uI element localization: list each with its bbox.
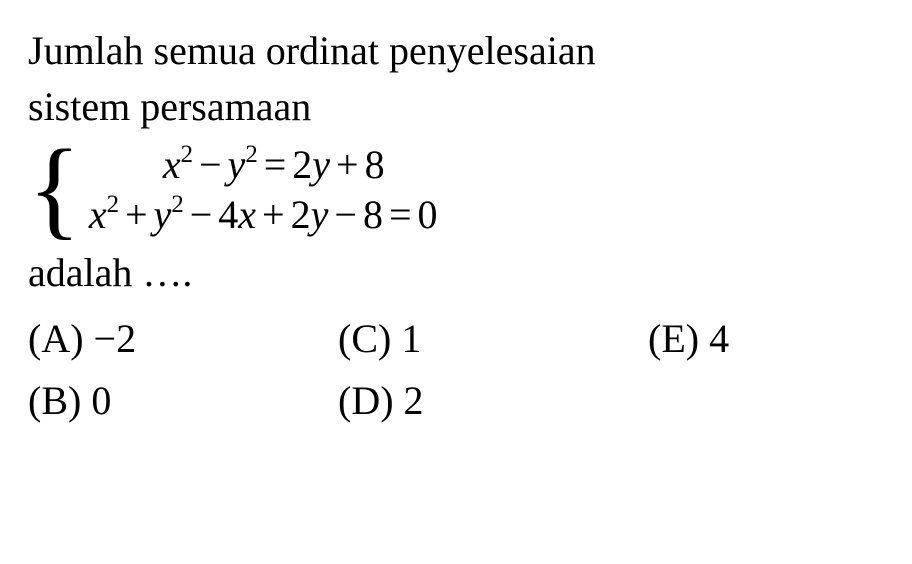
eq1-term3-coef: 2: [292, 142, 312, 187]
eq1-term1-var: x: [163, 142, 181, 187]
option-a-value: −2: [94, 316, 137, 361]
eq2-op4: −: [328, 192, 363, 237]
equation-2: x2+y2−4x+2y−8=0: [89, 190, 438, 240]
eq2-term4-var: y: [311, 192, 329, 237]
option-b-value: 0: [91, 378, 111, 423]
option-e: (E) 4: [648, 312, 884, 366]
option-c-value: 1: [401, 316, 421, 361]
question-adalah: adalah ….: [28, 246, 884, 300]
eq2-term2-exp: 2: [171, 191, 183, 218]
eq1-op1: −: [193, 142, 228, 187]
eq2-eq: =: [383, 192, 418, 237]
left-brace: {: [28, 139, 81, 238]
eq2-rhs: 0: [418, 192, 438, 237]
option-b: (B) 0: [28, 374, 338, 428]
eq2-term1-var: x: [89, 192, 107, 237]
eq2-term3-var: x: [238, 192, 256, 237]
option-e-value: 4: [709, 316, 729, 361]
equations-container: x2−y2=2y+8 x2+y2−4x+2y−8=0: [89, 140, 438, 240]
eq2-op2: −: [184, 192, 219, 237]
option-d: (D) 2: [338, 374, 648, 428]
eq1-term3-var: y: [312, 142, 330, 187]
eq1-term2-exp: 2: [245, 141, 257, 168]
equation-1: x2−y2=2y+8: [89, 140, 438, 190]
option-d-label: (D): [338, 378, 404, 423]
eq1-term4: 8: [365, 142, 385, 187]
option-c-label: (C): [338, 316, 401, 361]
option-e-label: (E): [648, 316, 709, 361]
option-d-value: 2: [404, 378, 424, 423]
eq2-term5: 8: [363, 192, 383, 237]
option-b-label: (B): [28, 378, 91, 423]
eq1-eq: =: [258, 142, 293, 187]
eq2-term1-exp: 2: [107, 191, 119, 218]
options-grid: (A) −2 (C) 1 (E) 4 (B) 0 (D) 2: [28, 312, 884, 428]
option-a-label: (A): [28, 316, 94, 361]
option-c: (C) 1: [338, 312, 648, 366]
equation-system: { x2−y2=2y+8 x2+y2−4x+2y−8=0: [28, 140, 884, 240]
eq2-op1: +: [119, 192, 154, 237]
eq1-term2-var: y: [228, 142, 246, 187]
eq2-term3-coef: 4: [218, 192, 238, 237]
eq1-term1-exp: 2: [181, 141, 193, 168]
eq1-op2: +: [330, 142, 365, 187]
eq2-term4-coef: 2: [291, 192, 311, 237]
option-a: (A) −2: [28, 312, 338, 366]
eq2-term2-var: y: [154, 192, 172, 237]
question-line-1: Jumlah semua ordinat penyelesaian: [28, 24, 884, 78]
eq2-op3: +: [256, 192, 291, 237]
question-line-2: sistem persamaan: [28, 80, 884, 134]
